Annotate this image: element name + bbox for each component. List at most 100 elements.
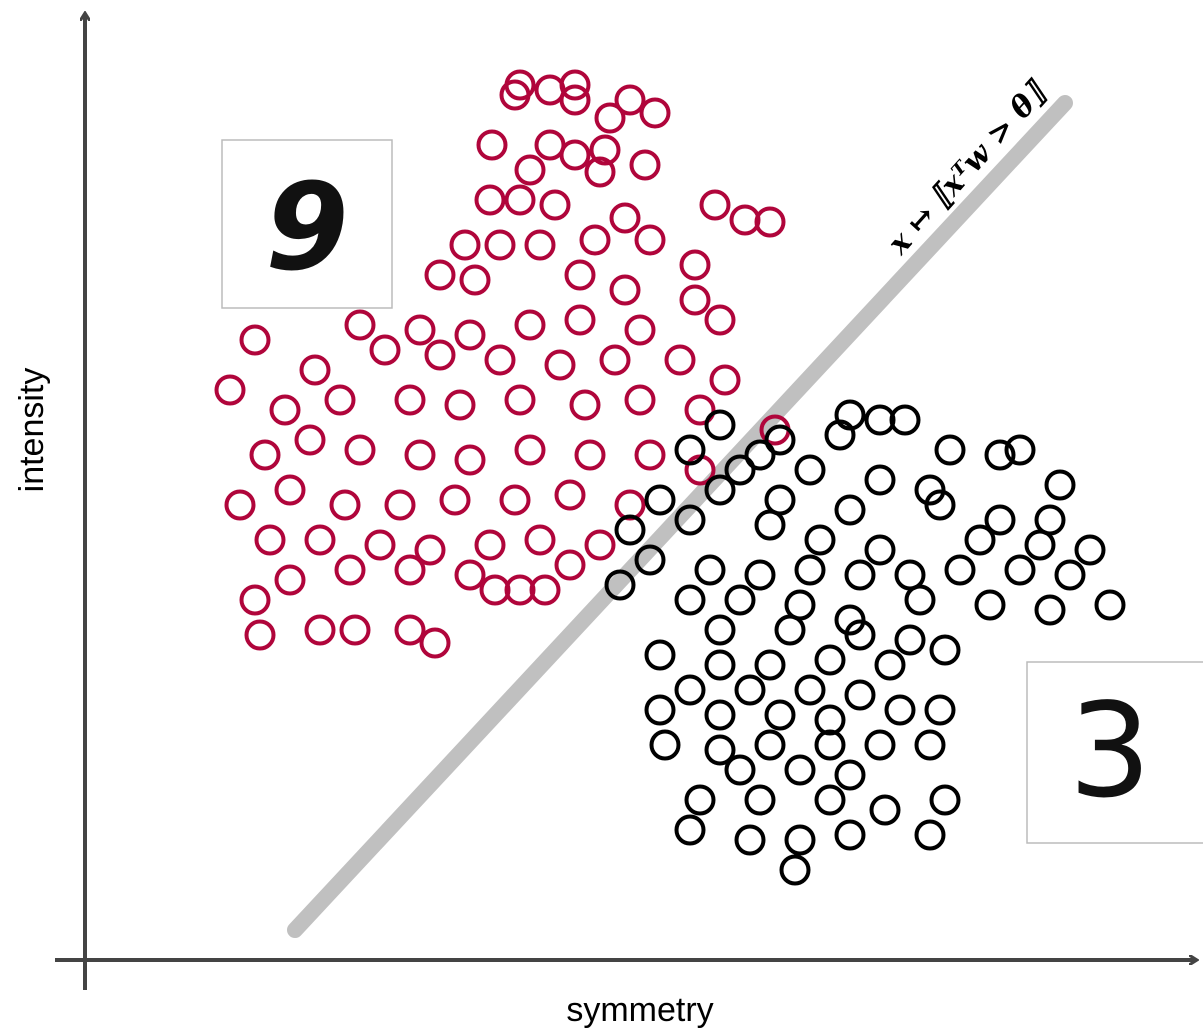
point — [787, 592, 814, 619]
point — [477, 187, 504, 214]
point — [647, 697, 674, 724]
point — [452, 232, 479, 259]
point — [507, 187, 534, 214]
point — [327, 387, 354, 414]
point — [612, 205, 639, 232]
point — [837, 822, 864, 849]
point — [897, 562, 924, 589]
point — [707, 617, 734, 644]
point — [427, 342, 454, 369]
point — [897, 627, 924, 654]
digit-inset: 9 — [222, 140, 392, 308]
point — [477, 532, 504, 559]
point — [517, 312, 544, 339]
point — [577, 442, 604, 469]
point — [837, 497, 864, 524]
point — [767, 487, 794, 514]
point — [517, 157, 544, 184]
point — [867, 537, 894, 564]
point — [307, 617, 334, 644]
point — [1037, 597, 1064, 624]
point — [907, 587, 934, 614]
point — [1007, 557, 1034, 584]
point — [332, 492, 359, 519]
boundary-annotation: x ↦ ⟦xᵀw > θ⟧ — [880, 73, 1055, 262]
point — [307, 527, 334, 554]
point — [602, 347, 629, 374]
point — [427, 262, 454, 289]
point — [707, 652, 734, 679]
point — [517, 437, 544, 464]
point — [917, 822, 944, 849]
point — [487, 347, 514, 374]
point — [527, 232, 554, 259]
point — [562, 142, 589, 169]
point — [887, 697, 914, 724]
point — [697, 557, 724, 584]
point — [637, 442, 664, 469]
point — [302, 357, 329, 384]
point — [627, 387, 654, 414]
point — [837, 762, 864, 789]
point — [397, 387, 424, 414]
point — [807, 527, 834, 554]
point — [932, 787, 959, 814]
point — [797, 677, 824, 704]
point — [527, 527, 554, 554]
point — [372, 337, 399, 364]
point — [707, 412, 734, 439]
point — [747, 562, 774, 589]
point — [502, 487, 529, 514]
point — [757, 652, 784, 679]
point — [277, 567, 304, 594]
point — [867, 467, 894, 494]
point — [407, 317, 434, 344]
point — [407, 442, 434, 469]
point — [727, 757, 754, 784]
point — [462, 267, 489, 294]
point — [479, 132, 506, 159]
point — [1037, 507, 1064, 534]
x-axis-title: symmetry — [566, 991, 713, 1028]
point — [297, 427, 324, 454]
point — [707, 702, 734, 729]
point — [347, 437, 374, 464]
point — [757, 209, 784, 236]
point — [647, 642, 674, 669]
page: symmetry intensity 9 3 x ↦ ⟦xᵀw > θ⟧ (()… — [0, 0, 1203, 1028]
point — [847, 562, 874, 589]
inset-digit: 3 — [1069, 675, 1152, 827]
point — [442, 487, 469, 514]
point — [502, 82, 529, 109]
point — [707, 307, 734, 334]
point — [457, 447, 484, 474]
point — [917, 732, 944, 759]
inset-digit: 9 — [265, 159, 349, 298]
point — [727, 587, 754, 614]
point — [337, 557, 364, 584]
point — [947, 557, 974, 584]
point — [612, 277, 639, 304]
point — [272, 397, 299, 424]
point — [637, 227, 664, 254]
point — [487, 232, 514, 259]
point — [892, 407, 919, 434]
point — [457, 562, 484, 589]
point — [482, 577, 509, 604]
point — [682, 287, 709, 314]
point — [647, 487, 674, 514]
point — [342, 617, 369, 644]
y-axis-title: intensity — [13, 368, 51, 493]
point — [252, 442, 279, 469]
point — [387, 492, 414, 519]
point — [537, 77, 564, 104]
point — [532, 577, 559, 604]
point — [732, 207, 759, 234]
point — [507, 577, 534, 604]
point — [227, 492, 254, 519]
point — [642, 100, 669, 127]
point — [557, 552, 584, 579]
point — [932, 637, 959, 664]
point — [567, 307, 594, 334]
point — [367, 532, 394, 559]
